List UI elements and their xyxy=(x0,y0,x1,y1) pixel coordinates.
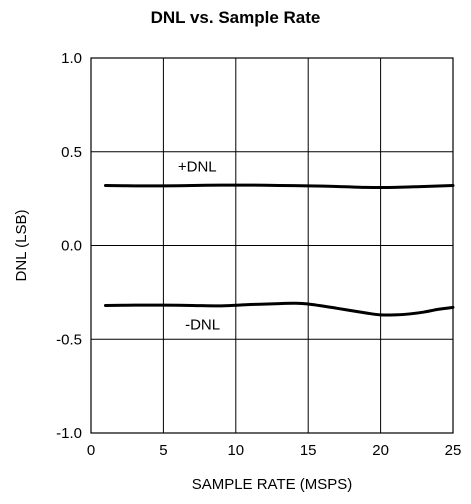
x-tick-label: 15 xyxy=(300,442,317,459)
y-tick-label: 0.0 xyxy=(61,238,82,255)
series-group xyxy=(103,183,455,317)
y-tick-labels: 1.0 0.5 0.0 -0.5 -1.0 xyxy=(56,50,82,442)
series-labels: +DNL -DNL xyxy=(178,159,220,334)
y-tick-label: -0.5 xyxy=(56,331,82,348)
chart-title: DNL vs. Sample Rate xyxy=(150,8,321,27)
grid xyxy=(91,58,453,433)
series-label-plus-dnl: +DNL xyxy=(178,159,217,176)
y-tick-label: 0.5 xyxy=(61,144,82,161)
x-tick-labels: 0 5 10 15 20 25 xyxy=(87,442,462,459)
x-tick-label: 0 xyxy=(87,442,95,459)
x-tick-label: 10 xyxy=(227,442,244,459)
y-axis-label: DNL (LSB) xyxy=(13,210,30,282)
series-label-minus-dnl: -DNL xyxy=(185,316,220,333)
y-tick-label: -1.0 xyxy=(56,425,82,442)
x-tick-label: 20 xyxy=(372,442,389,459)
x-tick-label: 25 xyxy=(445,442,462,459)
plot-frame xyxy=(90,57,454,434)
series-line-minus-dnl xyxy=(103,301,455,317)
x-tick-label: 5 xyxy=(159,442,167,459)
y-tick-label: 1.0 xyxy=(61,50,82,67)
x-axis-label: SAMPLE RATE (MSPS) xyxy=(192,476,353,493)
series-line-plus-dnl xyxy=(103,183,455,189)
